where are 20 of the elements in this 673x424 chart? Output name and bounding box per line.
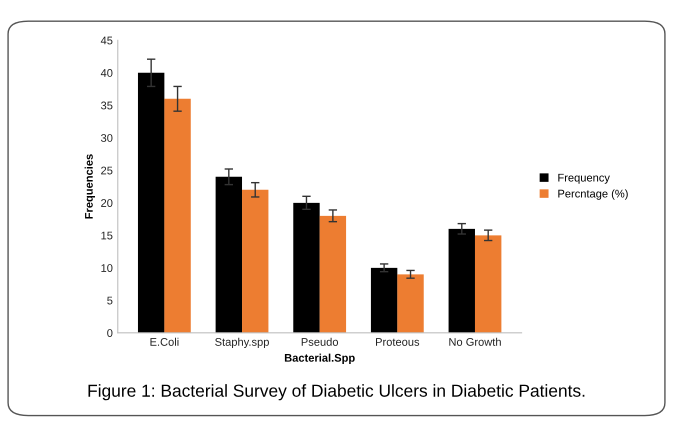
y-tick-label: 20 xyxy=(101,199,112,207)
y-tick-label: 5 xyxy=(107,296,112,304)
y-axis-title: Frequencies xyxy=(84,154,95,219)
x-tick-label: Proteous xyxy=(376,338,420,346)
x-tick-label: Pseudo xyxy=(302,338,338,346)
y-tick-label: 0 xyxy=(107,329,112,337)
legend-label: Frequency xyxy=(558,174,610,184)
y-tick-label: 10 xyxy=(101,264,112,272)
caption: Figure 1: Bacterial Survey of Diabetic Ulcers in Diabetic Patients. xyxy=(88,384,584,400)
y-tick-label: 40 xyxy=(100,69,112,77)
y-tick-label: 30 xyxy=(100,134,112,142)
y-tick-label: 25 xyxy=(101,166,112,174)
y-tick-label: 45 xyxy=(100,36,112,44)
x-tick-label: Staphy.spp xyxy=(215,338,269,348)
legend-label: Percntage (%) xyxy=(558,189,628,200)
y-tick-label: 15 xyxy=(101,232,112,240)
x-axis-title: Bacterial.Spp xyxy=(284,354,355,364)
y-tick-label: 35 xyxy=(100,102,112,110)
x-tick-label: No Growth xyxy=(449,338,501,346)
x-tick-label: E.Coli xyxy=(150,338,178,346)
